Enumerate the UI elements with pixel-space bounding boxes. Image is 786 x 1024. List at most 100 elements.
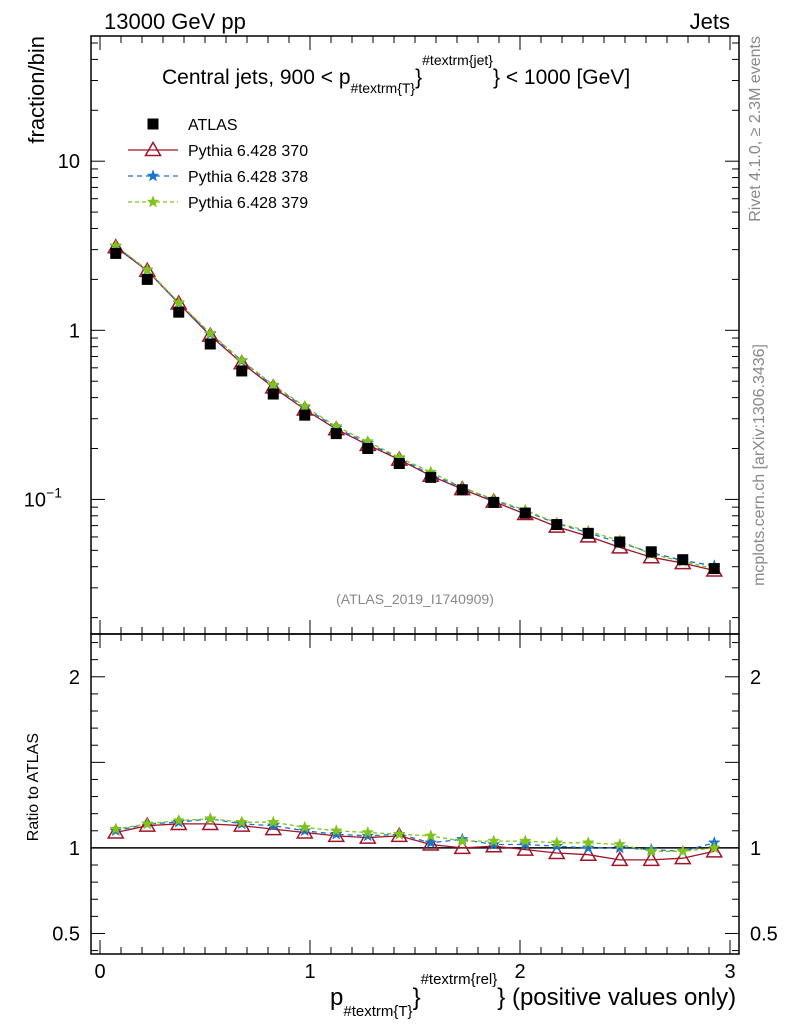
ratio-point-p370 bbox=[453, 838, 472, 855]
ratio-point-p370 bbox=[673, 849, 692, 865]
data-point-atlas bbox=[582, 527, 594, 539]
ratio-tick-label: 2 bbox=[69, 667, 80, 689]
series-line-p379 bbox=[115, 245, 715, 570]
ratio-point-p379 bbox=[361, 825, 375, 839]
ratio-point-p370 bbox=[138, 816, 157, 832]
ratio-point-p378 bbox=[581, 841, 595, 854]
data-point-atlas bbox=[708, 563, 720, 575]
main-series bbox=[106, 238, 724, 577]
x-tick-label: 0 bbox=[94, 961, 105, 983]
data-point-atlas bbox=[488, 496, 500, 508]
ratio-point-p379 bbox=[266, 815, 280, 828]
axis-ticks: 0 1 2 3 10 1 10−1 2 2 1 1 0.5 0.5 bbox=[24, 36, 778, 983]
data-point-p379 bbox=[203, 326, 217, 339]
data-point-atlas bbox=[330, 428, 342, 440]
y-tick-label: 1 bbox=[69, 320, 80, 342]
ratio-line-p379 bbox=[115, 818, 715, 852]
x-tick-label: 3 bbox=[724, 961, 735, 983]
ratio-point-p370 bbox=[516, 840, 535, 856]
legend-label: Pythia 6.428 370 bbox=[188, 143, 308, 160]
data-point-atlas bbox=[614, 536, 626, 548]
header-left: 13000 GeV pp bbox=[104, 9, 246, 34]
data-point-p379 bbox=[172, 295, 186, 309]
legend-label: Pythia 6.428 379 bbox=[188, 195, 308, 212]
ratio-point-p379 bbox=[329, 824, 343, 837]
ratio-series bbox=[106, 812, 724, 867]
ratio-point-p370 bbox=[705, 842, 724, 858]
xlabel-subscript: #textrm{T} bbox=[343, 1003, 412, 1020]
ratio-point-p370 bbox=[106, 823, 125, 839]
ratio-point-p378 bbox=[361, 829, 375, 842]
ratio-point-p379 bbox=[613, 837, 627, 850]
ratio-point-p379 bbox=[203, 812, 217, 825]
title-suffix: } < 1000 [GeV] bbox=[493, 66, 630, 89]
data-point-p379 bbox=[140, 263, 154, 276]
ratio-point-p379 bbox=[235, 815, 249, 828]
plot-title: Central jets, 900 < p#textrm{T}}#textrm{… bbox=[162, 52, 630, 96]
ratio-tick-label-right: 2 bbox=[750, 667, 761, 689]
title-brace: } bbox=[415, 66, 422, 89]
rivet-label: Rivet 4.1.0, ≥ 2.3M events bbox=[747, 36, 764, 222]
ratio-point-p370 bbox=[169, 814, 188, 831]
xlabel-suffix: } (positive values only) bbox=[497, 984, 736, 1011]
data-point-p379 bbox=[266, 378, 280, 391]
ratio-point-p370 bbox=[264, 820, 283, 836]
ratio-point-p379 bbox=[487, 834, 501, 847]
ratio-tick-label-right: 0.5 bbox=[750, 923, 778, 945]
x-tick-label: 1 bbox=[304, 961, 315, 983]
data-point-atlas bbox=[173, 306, 185, 318]
ratio-point-p379 bbox=[109, 822, 123, 835]
title-superscript: #textrm{jet} bbox=[422, 52, 493, 68]
legend-marker-p378 bbox=[146, 169, 160, 182]
ratio-point-p378 bbox=[329, 827, 343, 840]
x-tick-label: 2 bbox=[514, 961, 525, 983]
data-point-atlas bbox=[425, 471, 437, 483]
legend-marker-atlas bbox=[147, 118, 159, 130]
ratio-point-p370 bbox=[421, 835, 440, 851]
ratio-point-p370 bbox=[327, 826, 346, 843]
ratio-point-p379 bbox=[644, 844, 658, 857]
title-prefix: Central jets, 900 < p bbox=[162, 66, 351, 89]
ratio-tick-label: 1 bbox=[69, 838, 80, 860]
series-line-p378 bbox=[115, 245, 715, 567]
analysis-watermark: (ATLAS_2019_I1740909) bbox=[336, 591, 494, 607]
xlabel-brace: } bbox=[413, 984, 421, 1011]
ratio-tick-label-right: 1 bbox=[750, 838, 761, 860]
series-line-p370 bbox=[115, 246, 715, 572]
ratio-point-p370 bbox=[295, 823, 314, 839]
xlabel-main: p bbox=[330, 984, 343, 1011]
data-point-p379 bbox=[235, 353, 249, 366]
ratio-y-axis-label: Ratio to ATLAS bbox=[25, 733, 42, 841]
legend-marker-p379 bbox=[146, 195, 160, 208]
mcplots-label: mcplots.cern.ch [arXiv:1306.3436] bbox=[751, 344, 768, 586]
data-point-atlas bbox=[236, 365, 248, 377]
data-point-atlas bbox=[299, 409, 311, 421]
ratio-point-p379 bbox=[298, 820, 312, 833]
y-axis-label: fraction/bin bbox=[24, 36, 49, 144]
ratio-point-p370 bbox=[579, 845, 598, 861]
ratio-point-p379 bbox=[707, 841, 721, 854]
ratio-point-p379 bbox=[581, 836, 595, 849]
ratio-point-p379 bbox=[518, 834, 532, 847]
ratio-point-p378 bbox=[613, 841, 627, 854]
ratio-plot-frame bbox=[90, 633, 740, 955]
data-point-atlas bbox=[456, 484, 468, 496]
ratio-point-p370 bbox=[484, 837, 503, 853]
ratio-point-p379 bbox=[455, 834, 469, 847]
data-point-atlas bbox=[519, 507, 531, 519]
data-point-atlas bbox=[551, 519, 563, 531]
data-point-atlas bbox=[110, 247, 122, 259]
header-right: Jets bbox=[690, 9, 730, 34]
legend: ATLAS Pythia 6.428 370 Pythia 6.428 378 Pyt… bbox=[128, 117, 308, 212]
ratio-point-p370 bbox=[610, 850, 629, 867]
ratio-point-p379 bbox=[424, 829, 438, 842]
legend-marker-p370 bbox=[144, 140, 162, 157]
ratio-point-p379 bbox=[392, 827, 406, 840]
ratio-point-p378 bbox=[424, 836, 438, 849]
y-tick-label: 10−1 bbox=[24, 484, 62, 511]
y-tick-label: 10 bbox=[58, 151, 80, 173]
legend-label: Pythia 6.428 378 bbox=[188, 169, 308, 186]
ratio-point-p370 bbox=[390, 826, 409, 843]
data-point-atlas bbox=[204, 338, 216, 350]
